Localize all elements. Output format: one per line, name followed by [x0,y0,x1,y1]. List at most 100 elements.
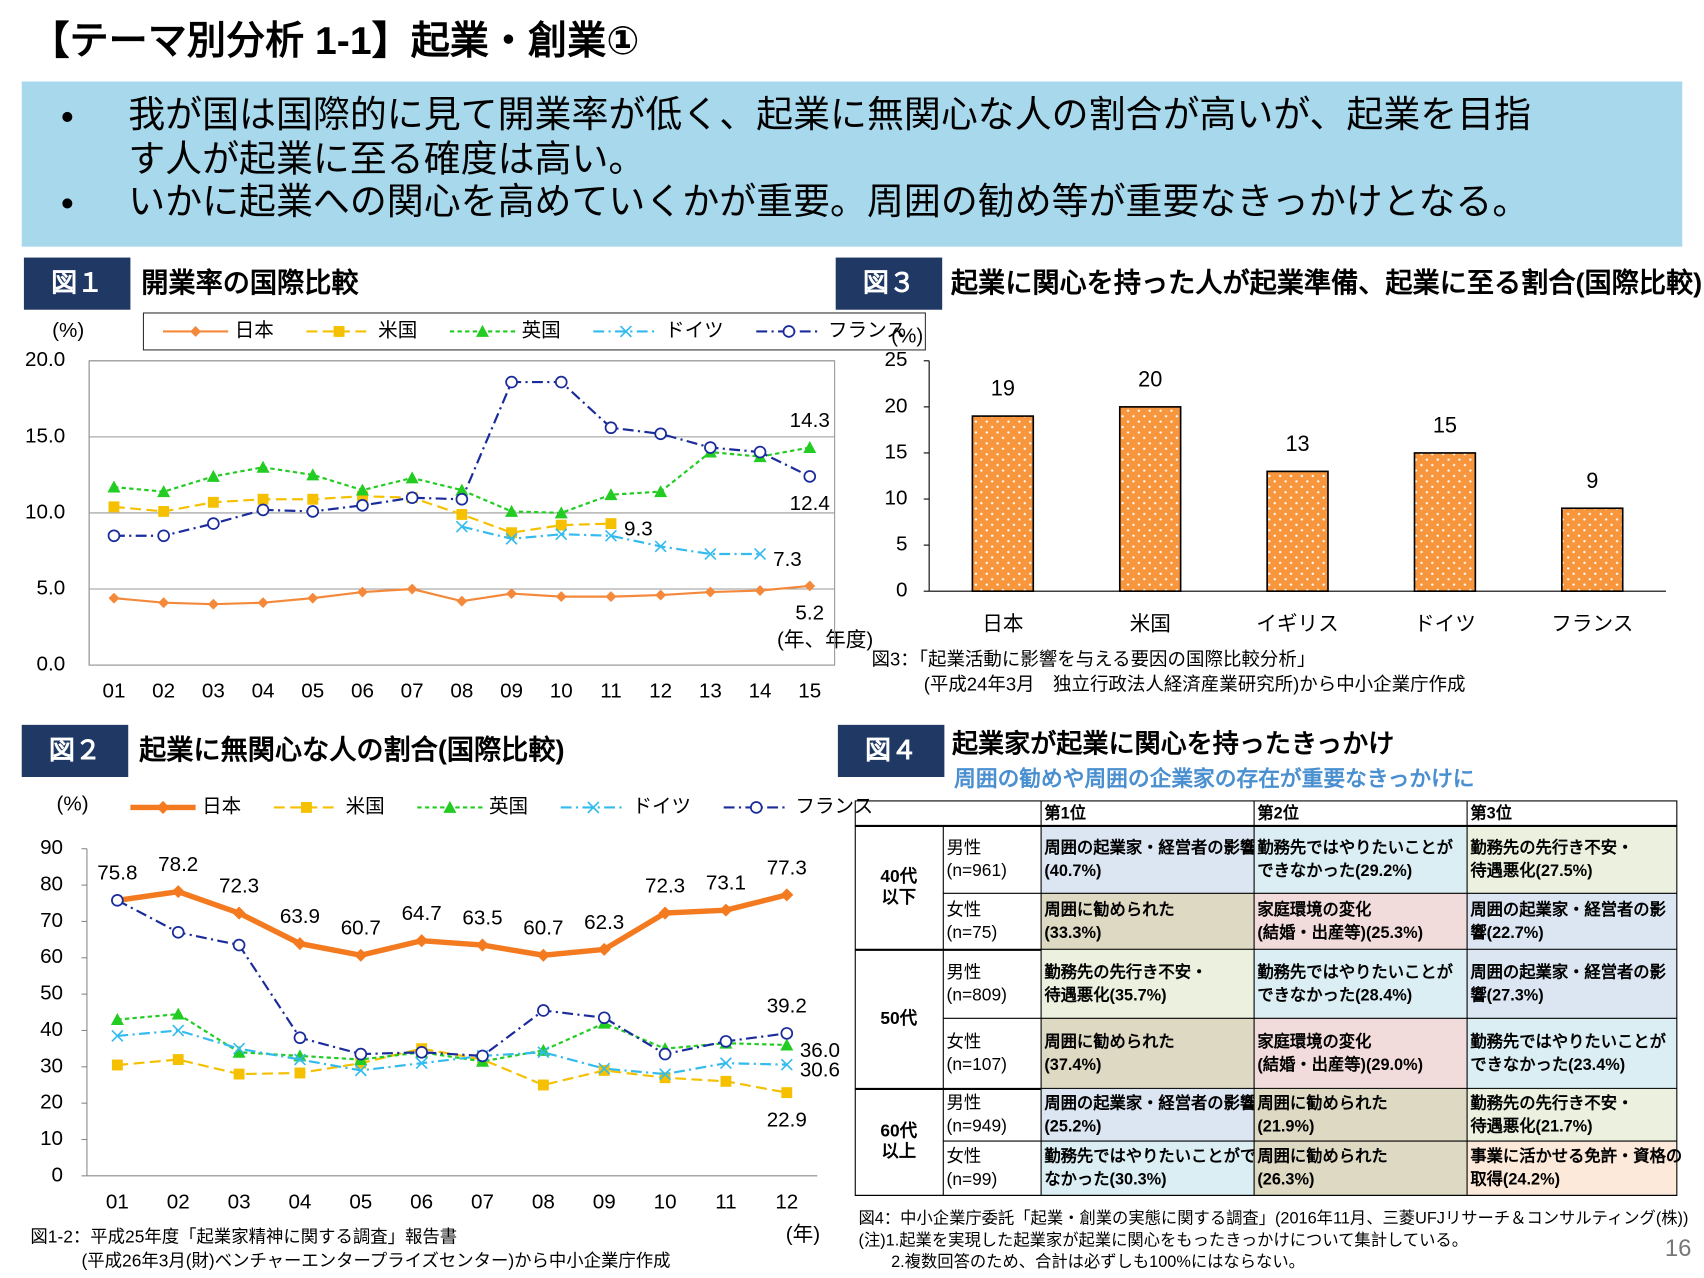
x-tick-label: 米国 [1130,612,1171,635]
x-tick-label: 02 [152,680,175,703]
legend-label: ドイツ [665,320,724,342]
y-tick-label: 70 [40,909,63,932]
data-label: 39.2 [767,995,807,1018]
marker [207,496,219,508]
cell-text: 勤務先の先行き不安・ [1470,838,1633,857]
data-label: 78.2 [158,853,198,876]
y-axis-label: (%) [891,324,923,347]
data-label: 73.1 [706,872,746,895]
data-label: 72.3 [219,874,259,897]
x-tick-label: イギリス [1256,612,1339,635]
marker [605,591,617,603]
marker [333,326,345,337]
table-cell [1467,825,1677,894]
data-label: 63.5 [462,906,502,929]
y-tick-label: 90 [40,836,63,859]
cell-text: 周囲に勧められた [1257,1093,1387,1112]
marker [157,485,171,498]
marker [555,591,567,603]
figure-title: 起業に関心を持った人が起業準備、起業に至る割合(国際比較) [951,267,1702,298]
figure-label: 図４ [865,735,917,765]
marker [704,441,717,454]
y-tick-label: 0.0 [37,653,66,676]
marker [306,468,320,481]
y-tick-label: 15.0 [25,424,65,447]
legend-label: ドイツ [632,796,691,818]
y-tick-label: 5 [896,533,907,556]
marker [654,485,668,498]
data-label: 64.7 [402,902,442,925]
table-cell [1254,1088,1468,1142]
bullet-dot: • [61,183,74,224]
data-label: 60.7 [341,917,381,940]
slide-title: 【テーマ別分析 1-1】起業・創業① [30,20,639,63]
group-label: 以下 [881,887,916,907]
cell-text: (26.3%) [1257,1171,1314,1189]
cell-text: 周囲に勧められた [1044,1032,1174,1051]
page-number: 16 [1665,1235,1692,1262]
marker [506,588,517,600]
group-label: 以上 [881,1141,916,1161]
marker [475,324,490,337]
cell-text: 周囲の起業家・経営者の影響 [1044,838,1256,857]
cell-text: 勤務先ではやりたいことが [1257,962,1453,981]
cell-text: 取得(24.2%) [1470,1170,1560,1189]
table-cell [1254,949,1468,1019]
cell-text: 周囲に勧められた [1044,900,1174,919]
marker [232,938,246,952]
marker [111,894,124,907]
bullet-text: す人が起業に至る確度は高い。 [128,139,645,180]
marker [171,926,185,939]
marker [537,1079,549,1091]
marker [207,517,220,530]
marker [704,548,717,561]
table-cell [1467,1018,1677,1089]
row-label: (n=99) [947,1169,998,1189]
data-label: 7.3 [773,548,802,571]
legend-label: 英国 [489,796,528,818]
marker [456,509,468,520]
y-tick-label: 60 [40,945,63,968]
marker [443,800,457,813]
x-axis-label: (年、年度) [777,629,873,652]
marker [658,906,672,920]
plot-frame [88,360,836,666]
y-tick-label: 5.0 [37,576,66,599]
x-tick-label: 03 [202,680,225,703]
marker [306,505,320,518]
cell-text: 響(22.7%) [1470,923,1543,942]
table-note: 2.複数回答のため、合計は必ずしも100%にはならない。 [891,1253,1305,1271]
x-tick-label: 04 [288,1190,311,1213]
table-cell [1467,1088,1677,1142]
data-label: 60.7 [523,917,563,940]
marker [107,480,121,493]
x-tick-label: 02 [167,1190,190,1213]
cell-text: (33.3%) [1044,924,1101,942]
cell-text: できなかった(23.4%) [1470,1056,1625,1074]
marker [301,802,312,813]
marker [233,1042,246,1055]
legend-label: 米国 [346,796,385,818]
data-label: 19 [991,376,1015,401]
marker [537,1004,550,1017]
x-tick-label: フランス [1551,612,1633,635]
table-cell [1041,1141,1255,1196]
y-axis-label: (%) [57,793,89,816]
marker [356,499,369,512]
marker [171,885,185,899]
figure-title: 開業率の国際比較 [141,267,359,298]
legend-label: 英国 [522,320,561,342]
marker [749,801,763,814]
x-tick-label: 10 [550,680,573,703]
x-tick-label: 05 [301,680,324,703]
marker [659,1068,672,1081]
marker [536,948,550,962]
marker [455,520,468,533]
x-tick-label: 10 [654,1190,677,1213]
x-tick-label: 01 [106,1190,129,1213]
bar [971,415,1035,592]
cell-text: (結婚・出産等)(29.0%) [1257,1055,1423,1074]
bar [1118,406,1182,592]
x-tick-label: 06 [351,680,374,703]
table-frame [854,800,1678,1196]
